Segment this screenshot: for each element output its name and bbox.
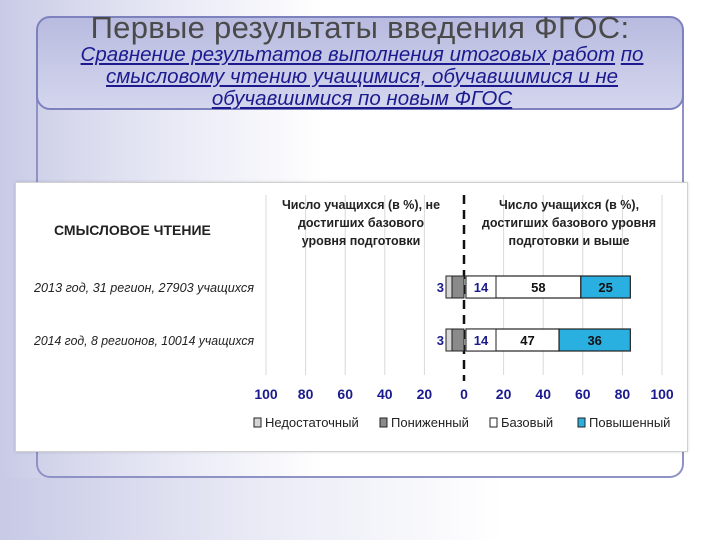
right-header-line: подготовки и выше xyxy=(509,234,630,248)
value-label-advanced: 25 xyxy=(598,280,612,295)
value-label-basic: 47 xyxy=(520,333,534,348)
legend-swatch xyxy=(577,417,586,428)
slide-title: Первые результаты введения ФГОС: xyxy=(90,10,630,45)
slide-subtitle: Сравнение результатов выполнения итоговы… xyxy=(30,44,694,110)
legend-label: Недостаточный xyxy=(265,415,359,430)
left-header-line: уровня подготовки xyxy=(302,234,421,248)
bar-insufficient xyxy=(445,328,453,352)
x-tick-label: 80 xyxy=(615,386,631,402)
subtitle-line-2: смысловому чтению учащимися, обучавшимис… xyxy=(105,65,619,88)
legend-swatch xyxy=(489,417,498,428)
x-tick-label: 20 xyxy=(496,386,512,402)
x-tick-label: 20 xyxy=(417,386,433,402)
x-tick-label: 80 xyxy=(298,386,314,402)
chart-panel: СМЫСЛОВОЕ ЧТЕНИЕ Число учащихся (в %), не… xyxy=(15,182,688,452)
category-label: 2014 год, 8 регионов, 10014 учащихся xyxy=(33,334,254,348)
left-header-line: Число учащихся (в %), не xyxy=(282,198,440,212)
bar-advanced xyxy=(580,275,631,299)
x-tick-label: 100 xyxy=(254,386,278,402)
category-label: 2013 год, 31 регион, 27903 учащихся xyxy=(33,281,254,295)
right-header-line: достигших базового уровня xyxy=(482,216,656,230)
value-box-reduced-top xyxy=(465,328,497,352)
bar-reduced xyxy=(451,275,465,299)
legend-label: Пониженный xyxy=(391,415,469,430)
value-label-basic: 58 xyxy=(531,280,545,295)
x-tick-label: 0 xyxy=(460,386,468,402)
subtitle-line-1-end: по xyxy=(620,43,644,66)
x-tick-label: 40 xyxy=(377,386,393,402)
value-box-reduced-top xyxy=(465,275,497,299)
value-label-insufficient: 3 xyxy=(437,280,444,295)
value-label-reduced-top: 14 xyxy=(474,333,489,348)
bar-advanced xyxy=(558,328,631,352)
background-band xyxy=(0,478,720,540)
legend-label: Базовый xyxy=(501,415,553,430)
subtitle-line-3: обучавшимися по новым ФГОС xyxy=(211,87,513,110)
x-tick-label: 60 xyxy=(337,386,353,402)
x-tick-label: 60 xyxy=(575,386,591,402)
legend-label: Повышенный xyxy=(589,415,670,430)
chart-title: СМЫСЛОВОЕ ЧТЕНИЕ xyxy=(54,222,211,238)
value-label-advanced: 36 xyxy=(587,333,601,348)
legend-swatch xyxy=(253,417,262,428)
value-label-insufficient: 3 xyxy=(437,333,444,348)
right-header-line: Число учащихся (в %), xyxy=(499,198,639,212)
x-tick-label: 100 xyxy=(650,386,674,402)
bar-reduced xyxy=(451,328,465,352)
title-box xyxy=(36,16,684,110)
legend-swatch xyxy=(379,417,388,428)
bar-insufficient xyxy=(445,275,453,299)
left-header-line: достигших базового xyxy=(298,216,424,230)
subtitle-line-1: Сравнение результатов выполнения итоговы… xyxy=(80,43,616,66)
value-label-reduced-top: 14 xyxy=(474,280,489,295)
reading-chart: СМЫСЛОВОЕ ЧТЕНИЕ Число учащихся (в %), не… xyxy=(33,195,674,430)
x-tick-label: 40 xyxy=(535,386,551,402)
